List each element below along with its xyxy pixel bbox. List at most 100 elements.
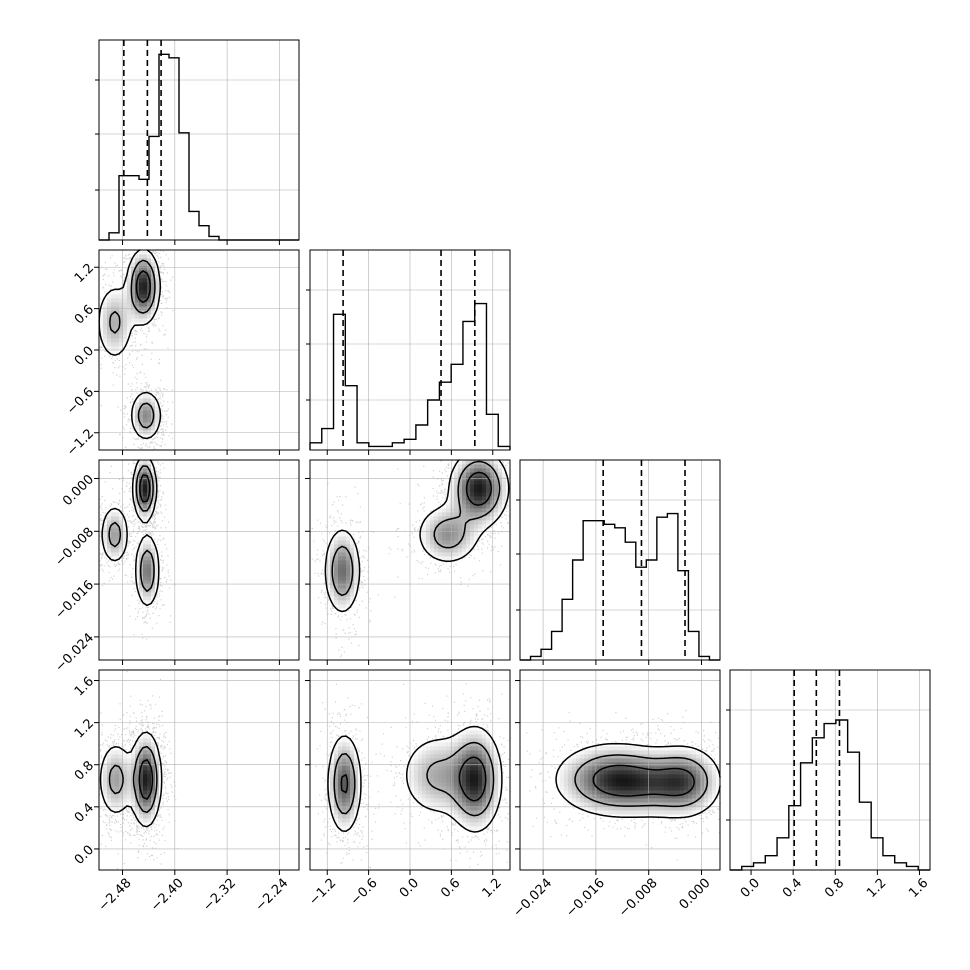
density-cell bbox=[680, 814, 685, 819]
density-cell bbox=[680, 798, 685, 803]
density-cell bbox=[580, 770, 585, 775]
density-cell bbox=[652, 774, 657, 779]
density-cell bbox=[656, 758, 661, 763]
density-cell bbox=[143, 512, 148, 517]
density-cell bbox=[588, 778, 593, 783]
density-cell bbox=[466, 782, 471, 787]
density-cell bbox=[111, 548, 116, 553]
density-cell bbox=[147, 778, 152, 783]
density-cell bbox=[498, 782, 503, 787]
density-cell bbox=[338, 556, 343, 561]
density-cell bbox=[139, 286, 144, 291]
density-cell bbox=[430, 758, 435, 763]
density-cell bbox=[656, 774, 661, 779]
density-cell bbox=[151, 430, 156, 435]
density-cell bbox=[616, 750, 621, 755]
density-cell bbox=[147, 258, 152, 263]
density-cell bbox=[446, 762, 451, 767]
density-cell bbox=[462, 786, 467, 791]
density-cell bbox=[334, 580, 339, 585]
density-cell bbox=[458, 762, 463, 767]
density-cell bbox=[458, 766, 463, 771]
density-cell bbox=[131, 758, 136, 763]
density-cell bbox=[592, 802, 597, 807]
density-cell bbox=[143, 504, 148, 509]
density-cell bbox=[624, 746, 629, 751]
density-cell bbox=[588, 806, 593, 811]
density-cell bbox=[680, 774, 685, 779]
density-cell bbox=[131, 314, 136, 319]
density-cell bbox=[572, 770, 577, 775]
density-cell bbox=[426, 766, 431, 771]
density-cell bbox=[438, 540, 443, 545]
density-cell bbox=[502, 500, 507, 505]
density-cell bbox=[612, 786, 617, 791]
density-cell bbox=[414, 778, 419, 783]
density-cell bbox=[422, 798, 427, 803]
density-cell bbox=[338, 568, 343, 573]
density-cell bbox=[482, 512, 487, 517]
density-cell bbox=[640, 778, 645, 783]
density-cell bbox=[462, 512, 467, 517]
density-cell bbox=[143, 746, 148, 751]
density-cell bbox=[438, 770, 443, 775]
density-cell bbox=[430, 806, 435, 811]
density-cell bbox=[410, 766, 415, 771]
density-cell bbox=[668, 758, 673, 763]
density-cell bbox=[556, 778, 561, 783]
density-cell bbox=[478, 790, 483, 795]
density-cell bbox=[346, 758, 351, 763]
density-cell bbox=[123, 790, 128, 795]
density-cell bbox=[338, 766, 343, 771]
density-cell bbox=[572, 786, 577, 791]
density-cell bbox=[676, 798, 681, 803]
density-cell bbox=[119, 310, 124, 315]
density-cell bbox=[580, 758, 585, 763]
density-cell bbox=[482, 484, 487, 489]
density-cell bbox=[147, 282, 152, 287]
density-cell bbox=[139, 500, 144, 505]
density-cell bbox=[470, 758, 475, 763]
density-cell bbox=[123, 306, 128, 311]
density-cell bbox=[151, 306, 156, 311]
density-cell bbox=[103, 798, 108, 803]
density-cell bbox=[334, 560, 339, 565]
density-cell bbox=[644, 794, 649, 799]
density-cell bbox=[640, 754, 645, 759]
density-cell bbox=[147, 734, 152, 739]
density-cell bbox=[692, 754, 697, 759]
density-cell bbox=[672, 782, 677, 787]
density-cell bbox=[338, 782, 343, 787]
density-cell bbox=[494, 762, 499, 767]
density-cell bbox=[123, 326, 128, 331]
density-cell bbox=[672, 810, 677, 815]
density-cell bbox=[135, 762, 140, 767]
density-cell bbox=[474, 484, 479, 489]
density-cell bbox=[592, 754, 597, 759]
density-cell bbox=[486, 472, 491, 477]
density-cell bbox=[608, 766, 613, 771]
density-cell bbox=[107, 794, 112, 799]
density-cell bbox=[338, 596, 343, 601]
density-cell bbox=[111, 754, 116, 759]
density-cell bbox=[450, 794, 455, 799]
density-cell bbox=[490, 468, 495, 473]
density-cell bbox=[155, 568, 160, 573]
density-cell bbox=[354, 762, 359, 767]
density-cell bbox=[135, 414, 140, 419]
density-cell bbox=[450, 798, 455, 803]
density-cell bbox=[644, 802, 649, 807]
hist-step-3 bbox=[730, 719, 930, 871]
density-cell bbox=[664, 754, 669, 759]
density-cell bbox=[127, 314, 132, 319]
density-cell bbox=[350, 742, 355, 747]
density-cell bbox=[350, 770, 355, 775]
density-cell bbox=[422, 528, 427, 533]
density-cell bbox=[139, 762, 144, 767]
density-cell bbox=[334, 568, 339, 573]
density-cell bbox=[111, 314, 116, 319]
density-cell bbox=[135, 254, 140, 259]
density-cell bbox=[466, 806, 471, 811]
density-cell bbox=[478, 822, 483, 827]
density-cell bbox=[434, 798, 439, 803]
